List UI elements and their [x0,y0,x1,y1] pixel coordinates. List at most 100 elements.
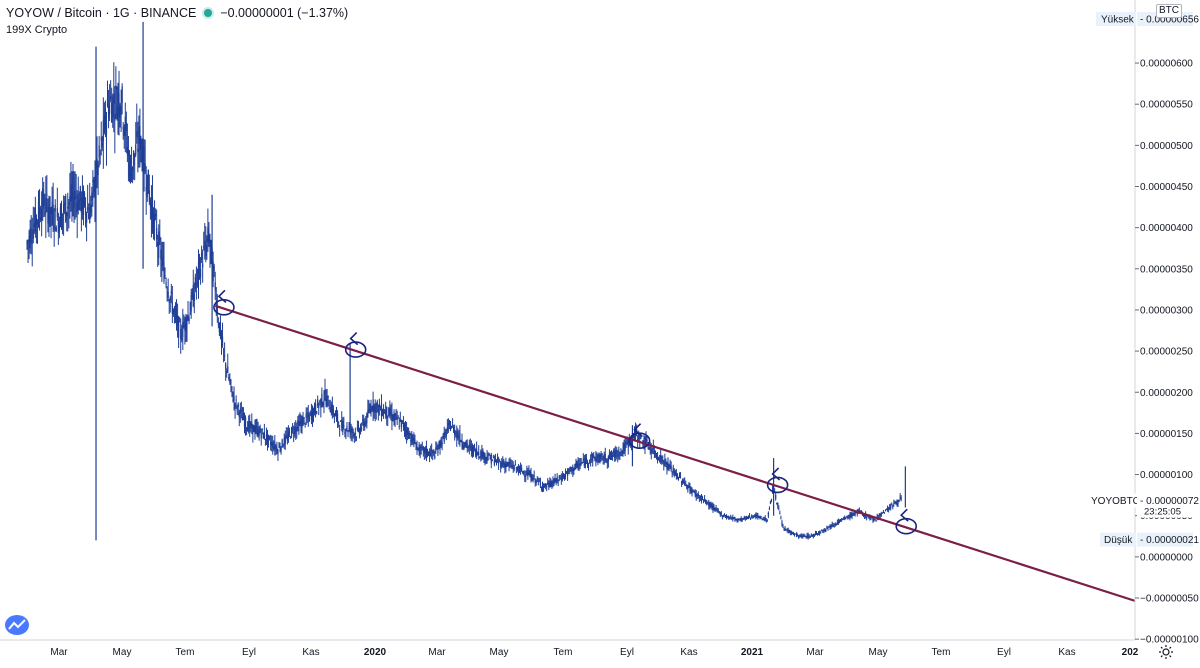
candle-body [139,125,141,150]
candle-body [244,417,247,427]
price-tick-label: 0.00000350 [1140,264,1193,275]
candle [708,499,710,510]
candle [646,436,648,444]
candle [127,136,130,182]
candle-body [531,474,533,481]
candle [447,418,450,433]
candle [290,426,293,439]
candle-body [440,440,442,447]
candle-body [443,432,445,442]
candle-body [312,410,315,417]
candle [68,198,70,229]
candle-body [135,144,137,155]
candle-body [618,450,620,455]
candle-body [686,485,688,489]
trendline-group[interactable] [214,304,1136,602]
trendline[interactable] [214,304,1136,602]
candle-body [97,164,99,176]
candle-body [343,424,345,427]
candle-body [870,518,872,520]
symbol-title[interactable]: YOYOW / Bitcoin · 1G · BINANCE [6,6,197,20]
candle [139,108,141,168]
candle-body [401,420,403,422]
candle [115,66,117,120]
candle-body [672,467,674,472]
candle [390,404,392,421]
candle [768,506,771,511]
candle [690,486,692,494]
candle [525,470,527,483]
candle [618,446,620,460]
candle-body [373,405,375,413]
candle-body [328,408,330,410]
candle-body [270,442,272,445]
candle [324,378,326,401]
candle [753,515,755,519]
candle-body [655,453,658,456]
candle [786,528,788,533]
candle-body [547,482,549,485]
candle [300,414,302,433]
price-axis[interactable]: 0.000006000.000005500.000005000.00000450… [1088,0,1199,646]
candle-body [201,251,203,260]
candle [557,479,559,487]
price-tick-label: 0.00000250 [1140,347,1193,358]
candle-body [248,421,250,432]
low-label: Düşük [1104,535,1133,546]
candle-body [265,434,268,441]
candle-body [341,419,343,428]
candle [499,458,501,463]
candle [132,166,134,184]
candle-body [368,409,370,411]
candle-body [472,445,475,453]
candle-body [652,446,654,450]
candle-body [840,519,843,521]
candle [789,530,791,536]
candle [32,206,34,244]
gear-icon[interactable] [1158,644,1174,660]
candle [729,516,731,520]
candle-body [721,515,723,517]
candle [539,477,542,489]
candle-body [421,447,423,449]
candle-body [113,93,115,104]
time-axis[interactable]: Mar May Tem Eyl Kas 2020 Mar May Tem Eyl Kas 2021 Ma… [0,639,1139,658]
candle [305,407,307,425]
candle-body [346,425,348,430]
candle [893,499,895,507]
candle-body [140,138,142,150]
candle [725,514,728,520]
candle [242,407,245,421]
candle-body [862,514,865,516]
candle-body [283,437,285,445]
candle [781,519,783,527]
candle [480,449,482,462]
candle [379,405,382,411]
candle-body [551,483,553,485]
candle-body [39,217,42,220]
candle [327,395,329,407]
currency-badge[interactable]: BTC [1156,4,1182,18]
candle-body [807,535,809,538]
candle [401,420,403,424]
candle-body [596,455,598,459]
candle [522,470,524,475]
candle [248,415,250,434]
candle-body [891,504,893,506]
candle [219,315,222,340]
candle [848,514,850,519]
candle-body [668,467,670,469]
tradingview-logo-icon[interactable] [4,614,30,636]
indicator-label[interactable]: 199X Crypto [6,24,68,36]
symbol-header[interactable]: YOYOW / Bitcoin · 1G · BINANCE −0.000000… [6,5,348,21]
candle-body [367,409,369,417]
candle-body [765,520,767,522]
candle-body [459,432,461,442]
candle-body [281,439,283,447]
candle-body [397,417,399,419]
candle [273,440,275,452]
candle [493,455,496,467]
candle-body [182,322,184,337]
